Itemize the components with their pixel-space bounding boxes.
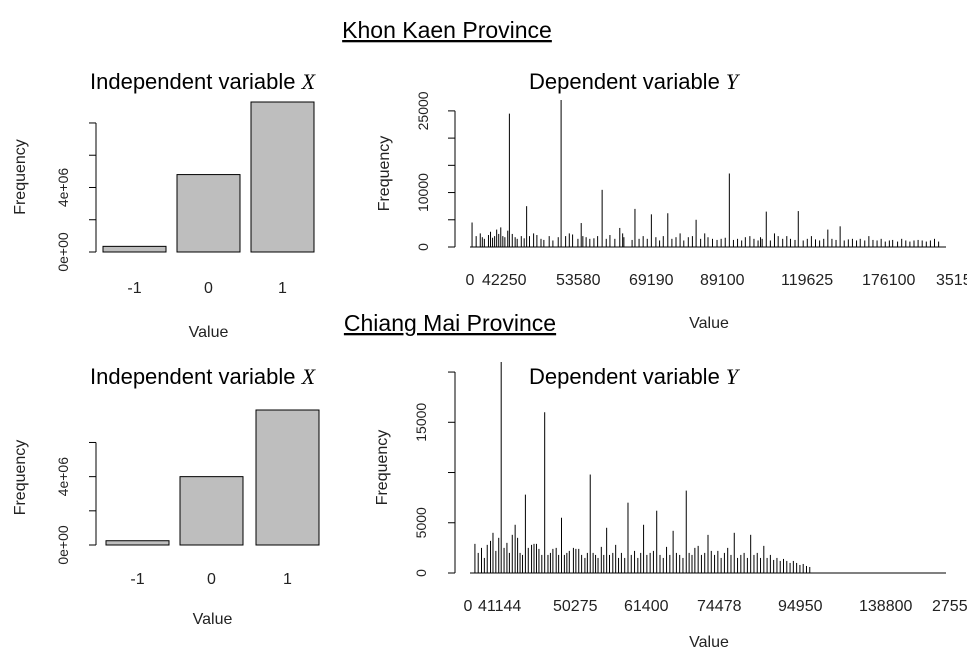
- section-title-chiang-mai: Chiang Mai Province: [344, 310, 556, 336]
- x-tick-label: 42250: [482, 272, 527, 289]
- x-tick-label: 0: [464, 598, 473, 615]
- chart-title-variable: Y: [726, 364, 741, 389]
- x-tick-label: 119625: [781, 272, 833, 289]
- y-tick-label: 5000: [413, 507, 429, 538]
- x-tick-label: 1: [278, 280, 287, 297]
- x-tick-label: 89100: [700, 272, 745, 289]
- y-tick-label: 25000: [415, 91, 431, 130]
- y-tick-label: 10000: [415, 173, 431, 212]
- x-tick-label: 41144: [478, 598, 521, 615]
- x-axis-label: Value: [689, 315, 729, 332]
- chart-title: Dependent variable Y: [529, 69, 741, 94]
- x-tick-label: 61400: [624, 598, 669, 615]
- y-axis-label: Frequency: [12, 440, 29, 516]
- y-tick-label: 4e+06: [55, 168, 71, 208]
- x-tick-label: 138800: [859, 598, 912, 615]
- x-tick-label: 94950: [778, 598, 823, 615]
- y-tick-label: 4e+06: [55, 457, 71, 497]
- x-axis-label: Value: [193, 611, 233, 628]
- x-tick-label: 69190: [629, 272, 674, 289]
- x-tick-label: 50275: [553, 598, 598, 615]
- y-tick-label: 0e+00: [55, 232, 71, 272]
- y-tick-label: 15000: [413, 403, 429, 442]
- y-tick-label: 0: [415, 243, 431, 251]
- x-tick-label: 74478: [697, 598, 742, 615]
- y-axis-label: Frequency: [376, 136, 393, 212]
- chart-title-prefix: Dependent variable: [529, 364, 726, 389]
- chart-title-prefix: Dependent variable: [529, 69, 726, 94]
- x-tick-label: 1: [283, 571, 292, 588]
- y-axis-label: Frequency: [374, 430, 391, 506]
- x-tick-label: 0: [204, 280, 213, 297]
- x-tick-label: 176100: [862, 272, 915, 289]
- x-axis-label: Value: [189, 324, 229, 341]
- x-tick-label: -1: [127, 280, 141, 297]
- x-tick-label: 351500: [936, 272, 967, 289]
- chart-title-prefix: Independent variable: [90, 364, 302, 389]
- bar: [105, 540, 170, 546]
- bar: [179, 476, 244, 546]
- bar: [255, 409, 320, 546]
- x-tick-label: 0: [207, 571, 216, 588]
- chart-title: Independent variable X: [90, 69, 317, 94]
- x-tick-label: -1: [130, 571, 144, 588]
- x-tick-label: 53580: [556, 272, 601, 289]
- bar: [176, 174, 241, 253]
- x-axis-label: Value: [689, 634, 729, 651]
- chart-title-variable: Y: [726, 69, 741, 94]
- bar: [102, 245, 167, 253]
- y-tick-label: 0: [413, 569, 429, 577]
- x-tick-label: 275500: [932, 598, 967, 615]
- y-axis-label: Frequency: [12, 139, 29, 215]
- y-tick-label: 0e+00: [55, 525, 71, 565]
- chart-title: Dependent variable Y: [529, 364, 741, 389]
- x-tick-label: 0: [466, 272, 475, 289]
- chart-title-prefix: Independent variable: [90, 69, 302, 94]
- bar: [250, 101, 315, 253]
- chart-title: Independent variable X: [90, 364, 317, 389]
- chart-title-variable: X: [301, 364, 317, 389]
- chart-title-variable: X: [301, 69, 317, 94]
- section-title-khon-kaen: Khon Kaen Province: [342, 17, 552, 43]
